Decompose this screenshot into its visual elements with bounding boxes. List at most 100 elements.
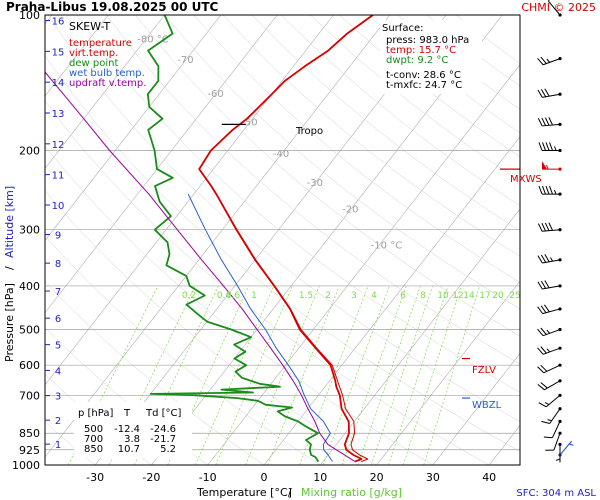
mixing-ratio-label: 25	[509, 291, 520, 301]
wind-barb	[537, 117, 562, 127]
wind-barb	[538, 142, 562, 153]
legend-item-dewpoint: dew point	[69, 58, 118, 69]
wind-barb-station	[558, 307, 562, 311]
wind-barb-feather	[543, 304, 550, 313]
wind-barb-feather	[548, 117, 553, 126]
y-axis-label-separator: /	[3, 266, 16, 270]
wind-barb-station	[558, 258, 562, 262]
isotherm-line	[376, 280, 520, 465]
wind-barb	[538, 393, 562, 408]
legend: SKEW-T temperature virt.temp. dew point …	[69, 20, 146, 89]
wind-barb-half-feather	[546, 348, 551, 353]
x-axis-label-mixing: Mixing ratio [g/kg]	[301, 486, 402, 499]
legend-item-wetbulb: wet bulb temp.	[69, 68, 145, 79]
wind-barb-half-feather	[554, 146, 557, 151]
wind-barb-station	[558, 407, 562, 411]
altitude-tick-label: 12	[52, 140, 65, 151]
wind-barb-feather	[540, 382, 548, 389]
table-header-td: Td [°C]	[145, 408, 182, 419]
y-axis-label: Pressure [hPa]	[3, 283, 16, 362]
wind-barb-station	[558, 393, 562, 397]
wind-barb-station	[558, 228, 562, 232]
wind-barb-feather	[540, 56, 547, 64]
wind-barb-station	[558, 13, 562, 17]
dry-adiabat-line	[251, 15, 520, 232]
legend-title: SKEW-T	[69, 20, 111, 33]
wind-barb	[537, 327, 562, 337]
altitude-tick-label: 16	[52, 17, 65, 28]
wind-barb-feather	[537, 347, 544, 355]
isotherm-line	[263, 136, 520, 465]
wind-barb-station	[558, 148, 562, 153]
wind-barb-feather	[545, 185, 550, 195]
wind-barb	[537, 56, 562, 66]
wind-barb-feather	[549, 142, 553, 151]
wind-barb-feather	[544, 88, 550, 97]
table-cell: 5.2	[160, 444, 176, 455]
fzlv-label: FZLV	[472, 365, 496, 376]
mixing-ratio-line	[267, 285, 340, 465]
wind-barb-feather	[537, 383, 545, 391]
wind-barb-half-feather	[555, 458, 561, 461]
surface-tmxfc: t-mxfc: 24.7 °C	[386, 80, 462, 91]
wind-barb-staff	[548, 0, 561, 16]
wind-barb-half-feather	[546, 164, 549, 170]
wind-barb	[555, 442, 562, 463]
mixing-ratio-label: 6	[400, 291, 406, 301]
legend-item-temperature: temperature	[69, 38, 132, 49]
dry-adiabat-line	[106, 15, 520, 365]
mixing-ratio-label: 20	[492, 291, 504, 301]
pressure-tick-label: 100	[19, 9, 40, 22]
wind-barb-feather	[538, 402, 547, 408]
wind-barb	[537, 280, 562, 290]
sfc-note: SFC: 304 m ASL	[516, 488, 596, 499]
isotherm-label: -80 °C	[137, 34, 169, 45]
x-axis-label: Temperature [°C]	[196, 486, 292, 499]
legend-item-updraft: updraft v.temp.	[69, 78, 146, 89]
wind-barb-feather	[540, 89, 547, 98]
altitude-tick-label: 3	[55, 392, 61, 403]
updraft-virtual-temp-line	[45, 71, 356, 463]
surface-title: Surface:	[382, 23, 423, 34]
tropopause-label: Tropo	[295, 126, 323, 137]
isotherm-label: -30	[307, 178, 323, 189]
pressure-tick-label: 400	[19, 280, 40, 293]
y-axis-label-altitude: Altitude [km]	[3, 186, 16, 258]
wind-barb-feather	[549, 185, 553, 195]
table-cell: 3.8	[124, 434, 140, 445]
wind-barb-feather	[537, 89, 543, 98]
wind-barb-half-feather	[544, 402, 550, 406]
legend-item-virtual-temp: virt.temp.	[69, 48, 118, 59]
wind-barb-half-feather	[546, 58, 551, 63]
surface-temperature: temp: 15.7 °C	[386, 45, 456, 56]
wind-barb-station	[558, 419, 562, 423]
wind-barb	[537, 379, 562, 391]
wind-barb-feather	[544, 117, 550, 126]
mixing-ratio-line	[388, 285, 449, 465]
wind-barb-feather	[537, 306, 544, 314]
dry-adiabat-line	[164, 15, 520, 310]
wind-barb	[537, 346, 562, 355]
dry-adiabat-line	[280, 15, 520, 206]
table-cell: 500	[84, 424, 103, 435]
altitude-tick-label: 4	[55, 366, 61, 377]
isotherm-label: -60	[207, 89, 223, 100]
altitude-tick-label: 15	[52, 47, 65, 58]
mixing-ratio-label: 3	[351, 291, 357, 301]
temperature-tick-label: 20	[370, 471, 384, 484]
mixing-ratio-label: 4	[371, 291, 377, 301]
table-cell: 10.7	[118, 444, 140, 455]
table-cell: -12.4	[114, 424, 140, 435]
wind-barb-feather	[541, 420, 550, 425]
wind-barb-station	[558, 167, 562, 171]
table-cell: -24.6	[150, 424, 176, 435]
wind-barb-staff	[542, 329, 561, 337]
mixing-ratio-label: 12	[452, 291, 463, 301]
wind-barb-half-feather	[550, 257, 554, 262]
wind-barb-staff	[544, 380, 561, 391]
wetbulb-line	[187, 193, 333, 462]
wind-barb	[537, 222, 562, 232]
mixing-ratio-line	[245, 285, 320, 465]
wind-barb	[542, 161, 562, 171]
